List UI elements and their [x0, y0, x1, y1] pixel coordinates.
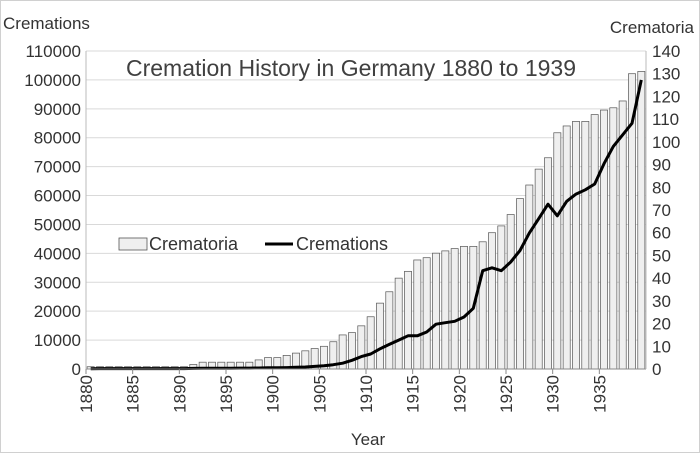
left-tick-label: 110000 [26, 42, 81, 61]
left-tick-label: 90000 [34, 100, 81, 119]
legend-swatch-crematoria [118, 237, 148, 251]
bar-crematoria [506, 214, 515, 370]
right-tick-label: 50 [652, 246, 671, 265]
right-tick-label: 120 [652, 87, 680, 106]
left-tick-label: 0 [72, 360, 81, 379]
bar-crematoria [432, 252, 440, 370]
right-tick-label: 20 [652, 315, 671, 334]
right-tick-label: 90 [652, 156, 671, 175]
left-tick-label: 100000 [24, 71, 81, 90]
left-y-axis-ticks: 0 10000 20000 30000 40000 50000 60000 70000 8000… [24, 42, 81, 379]
right-tick-label: 80 [652, 178, 671, 197]
bar-crematoria [394, 277, 403, 370]
right-y-axis-ticks: 0 10 20 30 40 50 60 70 80 90 100 110 120 130 140 [652, 42, 680, 379]
x-tick-label: 1910 [357, 375, 376, 413]
left-tick-label: 10000 [34, 331, 81, 350]
right-tick-label: 70 [652, 201, 671, 220]
bar-crematoria [357, 325, 366, 370]
x-tick-label: 1885 [124, 375, 143, 413]
left-tick-label: 30000 [34, 273, 81, 292]
x-tick-label: 1905 [310, 375, 329, 413]
bar-crematoria [516, 198, 524, 370]
left-tick-label: 50000 [34, 215, 81, 234]
bar-crematoria [581, 121, 590, 370]
bar-crematoria [366, 316, 375, 370]
gridlines [86, 50, 646, 370]
x-axis-ticks: 1880 1885 1890 1895 1900 1905 1910 1915 1920 1925… [77, 369, 609, 413]
bar-crematoria [422, 257, 431, 370]
crematoria-bars [86, 71, 646, 370]
bar-crematoria [478, 241, 487, 370]
bar-crematoria [534, 168, 543, 370]
bar-crematoria [460, 245, 468, 370]
right-tick-label: 0 [652, 360, 661, 379]
bar-crematoria [441, 250, 450, 370]
left-axis-title: Cremations [3, 14, 90, 33]
x-tick-label: 1880 [77, 375, 96, 413]
right-tick-label: 60 [652, 224, 671, 243]
right-tick-label: 30 [652, 292, 671, 311]
bar-crematoria [562, 125, 571, 370]
right-tick-label: 140 [652, 42, 680, 61]
left-tick-label: 60000 [34, 187, 81, 206]
x-tick-label: 1920 [450, 375, 469, 413]
x-tick-label: 1915 [404, 375, 423, 413]
bar-crematoria [348, 332, 356, 370]
bar-crematoria [413, 259, 422, 370]
bar-crematoria [450, 248, 459, 370]
x-axis-title: Year [351, 430, 386, 449]
legend-label-cremations: Cremations [296, 234, 388, 254]
x-tick-label: 1895 [217, 375, 236, 413]
legend: Crematoria Cremations [118, 234, 388, 254]
left-tick-label: 70000 [34, 158, 81, 177]
bar-crematoria [376, 302, 384, 370]
bar-crematoria [590, 114, 599, 370]
x-tick-label: 1890 [170, 375, 189, 413]
bar-crematoria [385, 291, 394, 370]
legend-label-crematoria: Crematoria [149, 234, 239, 254]
bar-crematoria [572, 121, 580, 370]
bar-crematoria [618, 100, 627, 370]
right-tick-label: 10 [652, 337, 671, 356]
bar-crematoria [404, 270, 412, 370]
left-tick-label: 40000 [34, 244, 81, 263]
left-tick-label: 20000 [34, 302, 81, 321]
chart-title: Cremation History in Germany 1880 to 193… [126, 55, 576, 81]
x-tick-label: 1935 [590, 375, 609, 413]
x-tick-label: 1900 [264, 375, 283, 413]
right-tick-label: 100 [652, 133, 680, 152]
right-axis-title: Crematoria [610, 18, 695, 37]
right-tick-label: 40 [652, 269, 671, 288]
bar-crematoria [525, 184, 534, 370]
right-tick-label: 110 [652, 110, 679, 129]
bar-crematoria [497, 225, 506, 370]
bar-crematoria [488, 232, 496, 370]
bar-crematoria [637, 71, 646, 370]
right-tick-label: 130 [652, 65, 680, 84]
bar-crematoria [553, 132, 562, 370]
left-tick-label: 80000 [34, 129, 81, 148]
x-tick-label: 1925 [497, 375, 516, 413]
bar-crematoria [600, 109, 608, 370]
x-tick-label: 1930 [544, 375, 563, 413]
bar-crematoria [544, 157, 552, 370]
